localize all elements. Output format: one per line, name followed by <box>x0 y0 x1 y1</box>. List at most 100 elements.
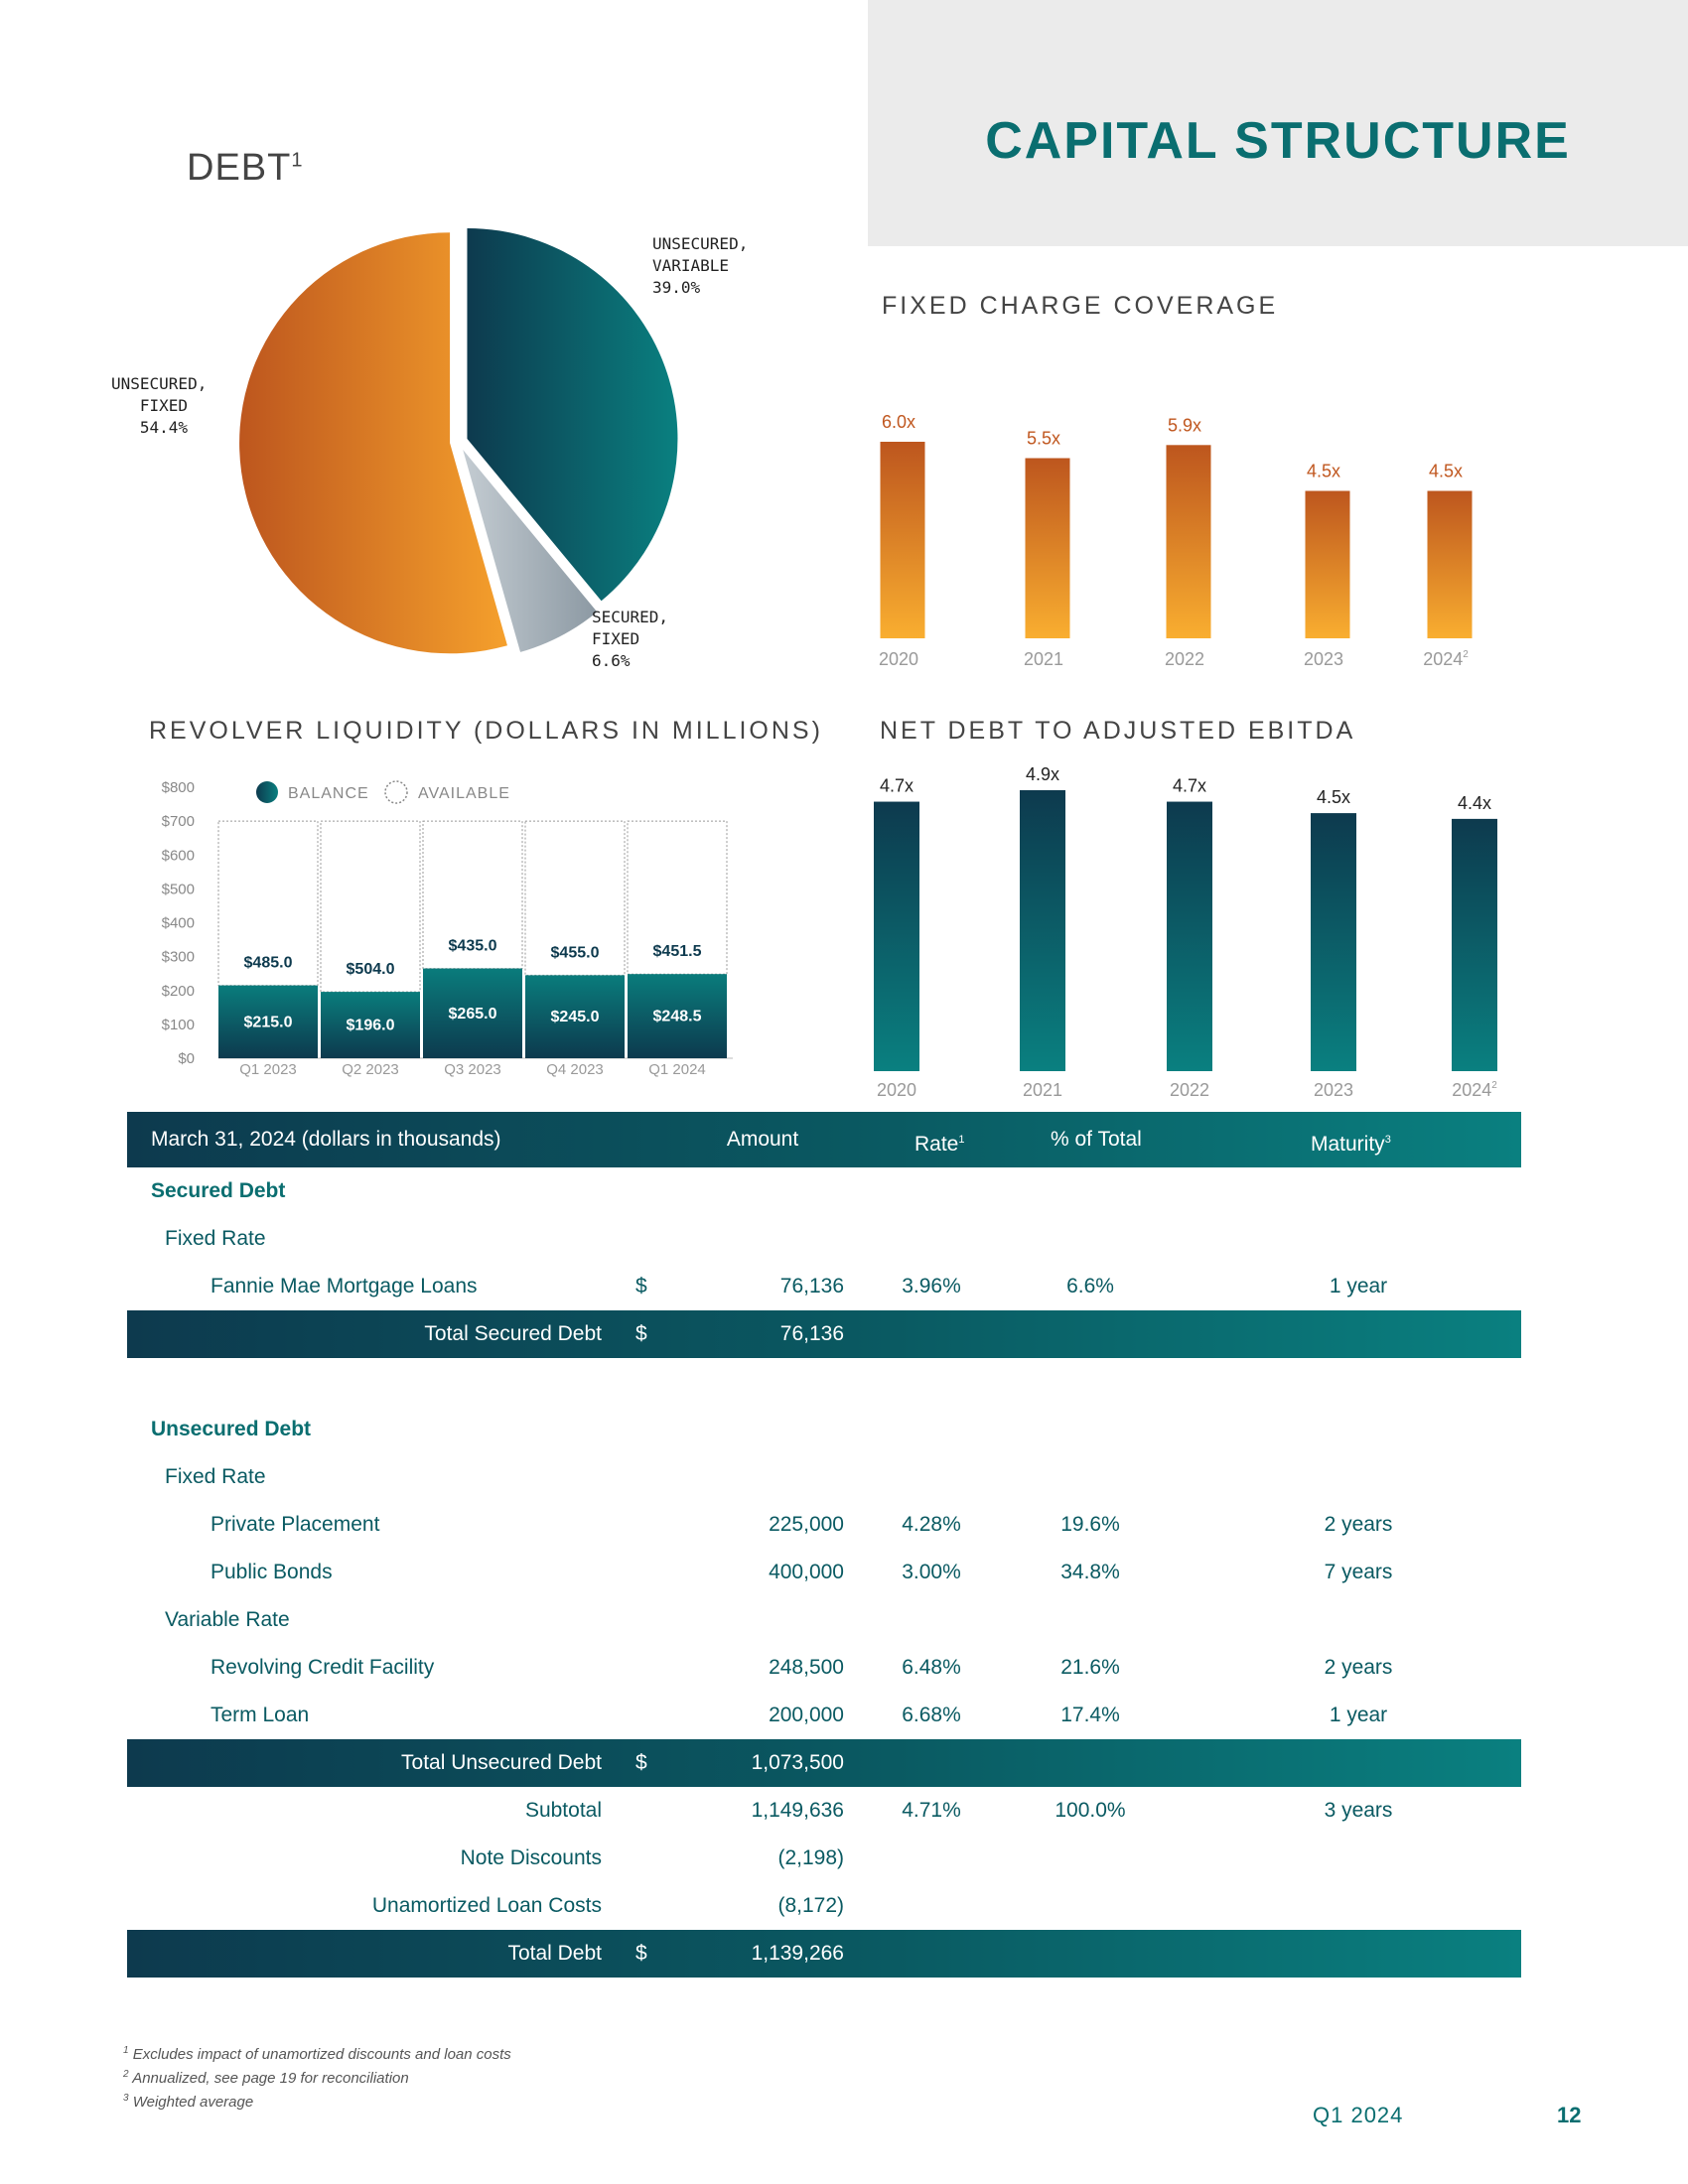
pct-cell: 34.8% <box>1060 1561 1120 1583</box>
table-row: Fixed Rate <box>127 1215 1521 1263</box>
revolver-category-label: Q1 2024 <box>648 1061 706 1078</box>
page-title: CAPITAL STRUCTURE <box>985 112 1571 170</box>
row-label: Subtotal <box>524 1799 602 1822</box>
debt-chart-title: DEBT1 <box>187 147 303 190</box>
row-label: Unamortized Loan Costs <box>371 1894 602 1917</box>
legend-available-swatch <box>384 780 408 804</box>
net-debt-category-label: 2023 <box>1314 1080 1353 1100</box>
net-debt-category-text: 2022 <box>1170 1080 1209 1100</box>
revolver-chart: $800 $700 $600 $500 $400 $300 $200 $100 $0 $215.… <box>162 779 733 1078</box>
fcc-value-label: 5.9x <box>1168 415 1201 435</box>
revolver-ytick-label: $600 <box>162 847 195 864</box>
table-row <box>127 1358 1521 1406</box>
pie-label-unsecured-fixed: UNSECURED, FIXED 54.4% <box>111 374 208 437</box>
row-label: Note Discounts <box>460 1846 602 1869</box>
net-debt-value-label: 4.7x <box>1173 776 1206 796</box>
footnote-1: 1 Excludes impact of unamortized discoun… <box>123 2041 511 2065</box>
amount-cell: 76,136 <box>779 1275 844 1297</box>
revolver-balance-bar <box>525 975 625 1058</box>
dollar-sign: $ <box>635 1275 647 1297</box>
header-rate: Rate1 <box>914 1112 964 1172</box>
footnote-2: 2 Annualized, see page 19 for reconcilia… <box>123 2065 511 2089</box>
legend-available-label: AVAILABLE <box>418 785 510 802</box>
amount-cell: 400,000 <box>769 1561 844 1583</box>
table-header-row: March 31, 2024 (dollars in thousands) Am… <box>127 1112 1521 1167</box>
amount-cell: 248,500 <box>769 1656 844 1679</box>
net-debt-value-label: 4.9x <box>1026 764 1059 784</box>
header-pct: % of Total <box>1051 1128 1142 1151</box>
revolver-available-bar <box>217 820 319 987</box>
pct-cell: 19.6% <box>1060 1513 1120 1536</box>
row-label: Fannie Mae Mortgage Loans <box>211 1275 478 1297</box>
revolver-available-bar <box>320 820 421 993</box>
revolver-available-bar <box>627 820 728 975</box>
maturity-cell: 7 years <box>1324 1561 1393 1583</box>
rate-cell: 3.96% <box>902 1275 961 1297</box>
header-rate-footnote: 1 <box>958 1134 965 1146</box>
net-debt-category-text: 2020 <box>877 1080 916 1100</box>
fcc-category-text: 2023 <box>1304 649 1343 669</box>
group-label: Fixed Rate <box>165 1465 266 1488</box>
fcc-category-label: 2020 <box>879 649 918 669</box>
fcc-category-label: 2023 <box>1304 649 1343 669</box>
fcc-value-label: 6.0x <box>882 412 915 432</box>
legend-balance-label: BALANCE <box>288 785 369 802</box>
rate-cell: 3.00% <box>902 1561 961 1583</box>
fcc-category-text: 2021 <box>1024 649 1063 669</box>
amount-cell: 1,149,636 <box>751 1799 844 1822</box>
net-debt-value-label: 4.7x <box>880 776 914 796</box>
revolver-ytick-label: $400 <box>162 915 195 932</box>
revolver-balance-bar <box>218 985 318 1058</box>
legend-balance-swatch <box>256 781 278 803</box>
revolver-available-label: $455.0 <box>551 944 600 961</box>
net-debt-bar <box>1452 818 1497 1071</box>
pct-cell: 21.6% <box>1060 1656 1120 1679</box>
dollar-sign: $ <box>635 1751 647 1774</box>
fcc-category-text: 2020 <box>879 649 918 669</box>
amount-cell: 225,000 <box>769 1513 844 1536</box>
table-total-row: Total Secured Debt $76,136 <box>127 1310 1521 1358</box>
pie-slice-unsecured-fixed <box>239 232 507 654</box>
group-label: Variable Rate <box>165 1608 290 1631</box>
revolver-available-label: $485.0 <box>244 955 293 972</box>
net-debt-bar <box>1020 790 1065 1071</box>
net-debt-category-label: 2022 <box>1170 1080 1209 1100</box>
table-section-row: Secured Debt <box>127 1167 1521 1215</box>
footnote-1-number: 1 <box>123 2045 129 2056</box>
row-label: Total Secured Debt <box>424 1322 602 1345</box>
revolver-category-label: Q4 2023 <box>546 1061 604 1078</box>
rate-cell: 6.68% <box>902 1704 961 1726</box>
footnote-2-text: Annualized, see page 19 for reconciliati… <box>132 2070 409 2087</box>
revolver-legend: BALANCE AVAILABLE <box>256 780 510 804</box>
debt-table: March 31, 2024 (dollars in thousands) Am… <box>127 1112 1521 1978</box>
header-label: March 31, 2024 (dollars in thousands) <box>151 1128 501 1151</box>
table-row: Private Placement 225,000 4.28% 19.6% 2 year… <box>127 1501 1521 1549</box>
amount-cell: (8,172) <box>777 1894 844 1917</box>
pct-cell: 17.4% <box>1060 1704 1120 1726</box>
fcc-category-label: 2021 <box>1024 649 1063 669</box>
header-rate-text: Rate <box>914 1133 959 1156</box>
fixed-charge-title: FIXED CHARGE COVERAGE <box>882 292 1279 320</box>
table-row: Subtotal 1,149,636 4.71% 100.0% 3 years <box>127 1787 1521 1835</box>
table-row: Unamortized Loan Costs (8,172) <box>127 1882 1521 1930</box>
fcc-value-label: 4.5x <box>1429 462 1463 481</box>
revolver-available-label: $451.5 <box>653 943 702 960</box>
header-maturity: Maturity3 <box>1311 1112 1391 1172</box>
debt-title-text: DEBT <box>187 147 292 189</box>
table-row: Revolving Credit Facility 248,500 6.48% 21.… <box>127 1644 1521 1692</box>
row-label: Public Bonds <box>211 1561 333 1583</box>
amount-cell: 1,139,266 <box>751 1942 844 1965</box>
net-debt-chart: 4.7x 2020 4.9x 2021 4.7x 2022 4.5x 2023 4.4x 2024… <box>874 764 1497 1100</box>
net-debt-category-label: 2021 <box>1023 1080 1062 1100</box>
footnote-3: 3 Weighted average <box>123 2089 511 2113</box>
section-label: Secured Debt <box>151 1179 286 1202</box>
table-total-row: Total Unsecured Debt $1,073,500 <box>127 1739 1521 1787</box>
table-body: Secured Debt Fixed Rate Fannie Mae Mortgag… <box>127 1167 1521 1978</box>
revolver-balance-bar <box>321 992 420 1058</box>
header-amount: Amount <box>726 1128 799 1151</box>
footnote-1-text: Excludes impact of unamortized discounts… <box>132 2046 511 2063</box>
debt-title-footnote: 1 <box>291 149 304 172</box>
net-debt-title: NET DEBT TO ADJUSTED EBITDA <box>880 717 1356 745</box>
revolver-available-label: $504.0 <box>347 961 395 978</box>
rate-cell: 4.28% <box>902 1513 961 1536</box>
